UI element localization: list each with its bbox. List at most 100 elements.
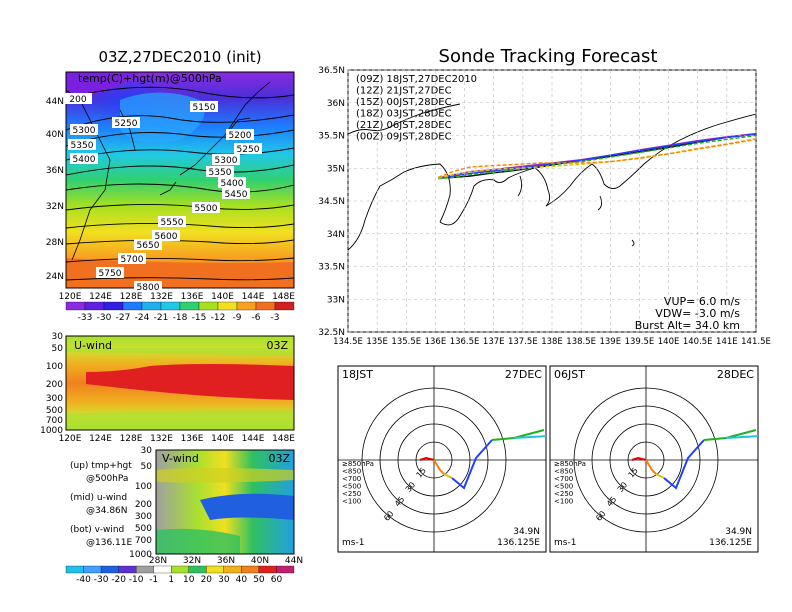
contour-label-bg: [152, 230, 180, 241]
colorbar-swatch: [274, 301, 295, 311]
lon-tick-label: 137.5E: [508, 337, 538, 347]
contour-label: 5250: [115, 119, 138, 129]
contour-label-bg: [70, 124, 98, 135]
lat-tick-label: 33N: [327, 295, 345, 305]
colorbar-tick-label: -12: [211, 313, 226, 323]
hodograph-legend-entry: <500: [554, 483, 573, 491]
colorbar-swatch: [153, 565, 172, 574]
flight-params: VUP= 6.0 m/s VDW= -3.0 m/s Burst Alt= 34…: [635, 295, 741, 332]
lat-tick-label: 36N: [327, 99, 345, 109]
hodograph-legend-entry: ≥850hPa: [342, 460, 374, 468]
contour-label-bg: [226, 129, 254, 140]
pressure-tick-label: 700: [135, 536, 152, 546]
left-top-contour-labels: 5150520052505250530053005350535054005400…: [64, 93, 262, 293]
contour-label: 5650: [137, 241, 160, 251]
track-2: [438, 133, 756, 179]
lon-tick-label: 135E: [366, 337, 388, 347]
colorbar-tick-label: -20: [111, 575, 126, 585]
lon-tick-label: 140.5E: [683, 337, 713, 347]
pressure-tick-label: 300: [46, 394, 63, 404]
lon-tick-label: 140E: [211, 434, 234, 444]
lat-tick-label: 28N: [149, 556, 167, 566]
hodograph-trace: [655, 473, 665, 479]
lon-tick-label: 136E: [425, 337, 447, 347]
lon-tick-label: 136.5E: [450, 337, 480, 347]
u-wind-frame: [65, 335, 295, 431]
lon-tick-label: 141.5E: [741, 337, 771, 347]
lon-tick-label: 138.5E: [566, 337, 596, 347]
lon-tick-label: 132E: [150, 434, 173, 444]
colorbar-swatch: [198, 301, 219, 311]
colorbar-swatch: [136, 565, 154, 574]
lat-tick-label: 34N: [327, 230, 345, 240]
hodograph-unit: ms-1: [554, 538, 576, 548]
lon-tick-label: 140E: [211, 292, 234, 302]
colorbar-swatch: [223, 565, 242, 574]
note-up-level: @500hPa: [86, 474, 128, 484]
param-vdw: VDW= -3.0 m/s: [655, 307, 740, 320]
lat-tick-label: 36.5N: [318, 66, 345, 76]
colorbar-swatch: [258, 565, 277, 574]
right-coastline: [348, 103, 756, 251]
contour-label: 5250: [237, 145, 260, 155]
hodograph-lon: 136.125E: [497, 538, 540, 548]
hodograph-1: 18JST 27DEC34.9N136.125Ems-115304560≥850h…: [337, 365, 547, 553]
run-legend-entry: (00Z) 09JST,28DEC: [356, 132, 452, 143]
contour-label: 5600: [155, 232, 178, 242]
colorbar-tick-label: 50: [253, 575, 265, 585]
note-bot: (bot) v-wind: [70, 525, 124, 535]
lon-tick-label: 144E: [242, 292, 265, 302]
colorbar-tick-label: -30: [94, 575, 109, 585]
lon-tick-label: 141E: [716, 337, 738, 347]
wind-colorbar: -40 -30 -20 -10 -1 1 10 20 30 40 50 60: [65, 565, 295, 585]
note-bot-lon: @136.11E: [86, 538, 132, 548]
run-legend-entry: (21Z) 06JST,28DEC: [356, 120, 452, 131]
temperature-field: [66, 72, 294, 288]
contour-label-bg: [96, 267, 124, 278]
coastline-japan: [66, 81, 271, 261]
sonde-tracks: [438, 132, 756, 180]
contour-label: 5150: [193, 103, 216, 113]
colorbar-tick-label: -6: [252, 313, 261, 323]
hodograph-trace: [725, 435, 758, 439]
right-lon-ticks: 134.5E 135E 135.5E 136E 136.5E 137E 137.5E 138E…: [333, 70, 771, 347]
colorbar-swatch: [241, 565, 260, 574]
hodograph-legend-entry: <250: [342, 490, 361, 498]
contour-label-bg: [222, 188, 250, 199]
contour-label-bg: [112, 117, 140, 128]
lat-tick-label: 35.5N: [318, 132, 345, 142]
colorbar-swatch: [236, 301, 257, 311]
colorbar-swatch: [160, 301, 181, 311]
hodograph-date: 27DEC: [505, 368, 542, 381]
lon-tick-label: 135.5E: [391, 337, 421, 347]
pressure-tick-label: 1000: [129, 550, 152, 560]
left-top-label: temp(C)+hgt(m)@500hPa: [78, 72, 222, 85]
lon-tick-label: 134.5E: [333, 337, 363, 347]
colorbar-tick-label: -21: [154, 313, 169, 323]
v-wind-field: [156, 450, 294, 554]
colorbar-swatch: [83, 565, 102, 574]
contour-label-bg: [118, 253, 146, 264]
lat-tick-label: 33.5N: [318, 263, 345, 273]
lat-tick-label: 32.5N: [318, 328, 345, 338]
lat-tick-label: 28N: [46, 238, 64, 248]
track-4: [438, 138, 756, 179]
colorbar-swatch: [179, 301, 200, 311]
note-up: (up) tmp+hgt: [70, 461, 132, 471]
hodograph-legend-entry: <700: [554, 475, 573, 483]
hodograph-lat: 34.9N: [725, 527, 752, 537]
lon-tick-label: 139E: [599, 337, 621, 347]
hodograph-frame: [549, 365, 759, 553]
pressure-tick-label: 50: [141, 462, 153, 472]
left-top-lat-ticks: 44N 40N 36N 32N 28N 24N: [46, 97, 64, 282]
colorbar-swatch: [65, 565, 84, 574]
colorbar-swatch: [206, 565, 224, 574]
colorbar-swatch: [122, 301, 143, 311]
lon-tick-label: 136E: [181, 434, 204, 444]
u-wind-time: 03Z: [266, 339, 288, 352]
colorbar-tick-label: -3: [271, 313, 280, 323]
contour-label: 5750: [99, 269, 122, 279]
lon-tick-label: 137E: [483, 337, 505, 347]
colorbar-tick-label: -27: [116, 313, 131, 323]
